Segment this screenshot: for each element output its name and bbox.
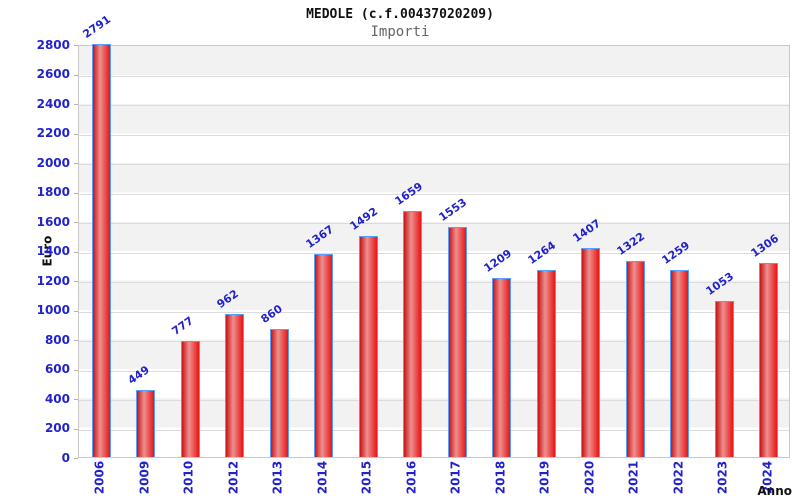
bar-value-label: 1209 <box>481 246 514 275</box>
bar-value-label: 1367 <box>303 223 336 252</box>
bar <box>759 263 779 457</box>
y-tick-label: 200 <box>44 421 70 435</box>
gridline <box>79 164 789 165</box>
bar-value-label: 1492 <box>347 204 381 233</box>
y-tick-mark <box>74 74 78 76</box>
y-tick-mark <box>74 45 78 46</box>
y-tick-mark <box>74 163 78 164</box>
bar <box>492 277 512 457</box>
bar <box>91 44 111 457</box>
plot-area: 2791 449 777 962 860 1367 1492 1659 1553 1209 1264… <box>78 13 790 458</box>
x-tick-label: 2013 <box>270 460 285 495</box>
y-tick-mark <box>74 458 78 459</box>
y-tick-mark <box>74 104 78 105</box>
y-tick-mark <box>74 399 78 400</box>
bar-value-label: 1264 <box>525 238 559 267</box>
gridline <box>79 105 789 106</box>
x-tick-label: 2010 <box>181 460 196 495</box>
bar-value-label: 860 <box>258 302 286 327</box>
bar <box>358 235 378 457</box>
y-tick-mark <box>74 428 78 430</box>
bar <box>403 211 423 457</box>
x-tick-label: 2023 <box>715 460 730 495</box>
gridline <box>79 429 789 431</box>
bar <box>714 300 734 457</box>
x-tick-label: 2018 <box>493 460 508 495</box>
y-tick-mark <box>74 222 78 223</box>
y-tick-mark <box>74 310 78 312</box>
bar <box>625 261 645 457</box>
x-tick-label: 2009 <box>137 460 152 495</box>
bar <box>581 248 601 457</box>
bar-value-label: 1407 <box>570 217 603 246</box>
gridline <box>79 282 789 283</box>
bar <box>136 389 156 457</box>
bar <box>447 226 467 457</box>
y-tick-mark <box>74 192 78 194</box>
chart-subtitle: Importi <box>370 24 430 40</box>
gridline <box>79 370 789 372</box>
chart-title: MEDOLE (c.f.00437020209) <box>306 7 494 22</box>
x-tick-label: 2006 <box>92 460 107 495</box>
y-tick-mark <box>74 340 78 341</box>
y-tick-label: 1800 <box>36 185 70 199</box>
y-tick-label: 2200 <box>36 126 70 140</box>
x-axis-label: Anno <box>757 484 792 498</box>
y-tick-label: 400 <box>44 391 70 406</box>
gridline <box>79 134 789 136</box>
y-tick-label: 1000 <box>36 303 70 317</box>
gridline <box>79 75 789 77</box>
bar-value-label: 1053 <box>703 269 737 298</box>
bar <box>536 269 556 457</box>
bar <box>225 314 245 457</box>
bar-value-label: 449 <box>125 362 152 387</box>
y-tick-label: 2000 <box>36 155 70 170</box>
gridline <box>79 311 789 313</box>
y-tick-label: 2800 <box>36 37 70 52</box>
y-tick-mark <box>74 281 78 282</box>
x-tick-label: 2017 <box>448 460 463 495</box>
y-tick-label: 800 <box>44 332 70 347</box>
x-tick-label: 2014 <box>315 460 330 495</box>
gridline <box>79 223 789 224</box>
y-tick-label: 1400 <box>36 244 70 258</box>
gridline <box>79 252 789 254</box>
gridline <box>79 341 789 342</box>
bar-value-label: 1553 <box>436 195 470 224</box>
bar <box>314 254 334 457</box>
y-tick-mark <box>74 369 78 371</box>
y-tick-label: 1200 <box>36 273 70 288</box>
bar-value-label: 1322 <box>614 229 648 259</box>
x-tick-label: 2020 <box>582 460 597 495</box>
x-tick-label: 2019 <box>537 460 552 495</box>
y-tick-mark <box>74 133 78 135</box>
x-tick-label: 2016 <box>404 460 419 495</box>
y-tick-label: 600 <box>44 362 70 376</box>
x-tick-label: 2015 <box>359 460 374 495</box>
gridline <box>79 400 789 401</box>
gridline <box>79 193 789 195</box>
bar-value-label: 962 <box>214 287 241 312</box>
y-tick-mark <box>74 251 78 253</box>
bar <box>180 341 200 457</box>
bar <box>269 329 289 457</box>
bar <box>670 270 690 457</box>
x-tick-label: 2021 <box>626 460 641 495</box>
y-tick-label: 1600 <box>36 214 70 229</box>
bar-value-label: 777 <box>169 314 197 339</box>
bar-value-label: 1306 <box>748 232 781 261</box>
y-tick-label: 0 <box>61 450 70 465</box>
x-tick-label: 2012 <box>226 460 241 495</box>
y-tick-label: 2400 <box>36 96 70 111</box>
y-tick-label: 2600 <box>36 67 70 81</box>
x-tick-label: 2022 <box>671 460 686 495</box>
